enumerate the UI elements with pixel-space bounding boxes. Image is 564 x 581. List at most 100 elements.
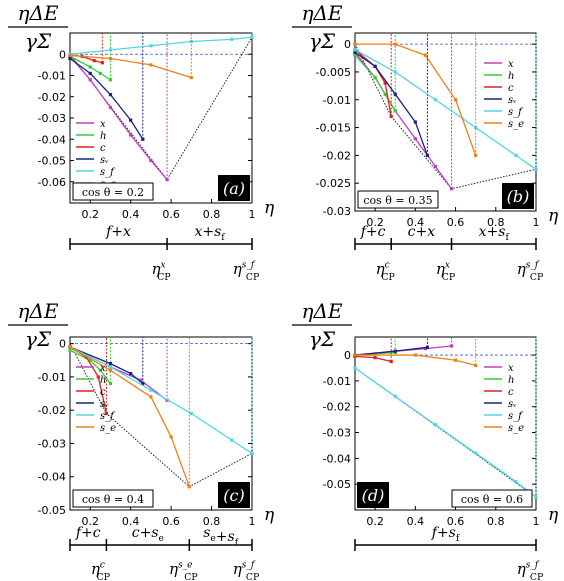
x-tick-label: 0.2 <box>81 208 99 221</box>
data-point-sf <box>534 167 538 171</box>
data-point-se <box>108 56 113 61</box>
y-tick-label: -0.03 <box>38 437 66 450</box>
y-label-denominator: γΣ <box>25 29 52 53</box>
y-tick-label: -0.015 <box>316 122 351 135</box>
legend-label-c: c <box>100 387 106 398</box>
legend-label-sf: s_f <box>100 411 116 422</box>
data-point-h <box>108 78 113 82</box>
y-label-numerator: ηΔE <box>301 299 342 323</box>
phase-label: c+x <box>408 224 436 240</box>
data-point-c <box>92 59 96 63</box>
data-point-c <box>383 81 387 85</box>
legend-label-sv: sᵥ <box>100 155 109 166</box>
panel-3: ηΔE γΣ 0 -0.01 -0.02 -0.03 -0.04 -0.05 0.2 0.4 0.6… <box>292 299 559 581</box>
data-point-sf <box>250 35 254 39</box>
legend-label-h: h <box>508 375 514 386</box>
legend-label-h: h <box>100 375 106 386</box>
data-point-c <box>389 359 393 364</box>
y-tick-label: -0.005 <box>316 66 351 79</box>
legend-label-sf: s_f <box>508 411 524 422</box>
legend-label-x: x <box>508 59 514 70</box>
phase-label: x+sf <box>479 224 510 243</box>
data-point-se <box>353 353 357 357</box>
legend-label-sv: sᵥ <box>508 95 517 106</box>
data-point-c <box>389 114 393 119</box>
x-axis-label: η <box>264 198 275 218</box>
critical-point-label: ηs_f CP <box>233 260 260 283</box>
data-point-sv <box>393 349 397 353</box>
data-point-h <box>88 358 92 362</box>
envelope-line <box>354 43 537 190</box>
y-tick-label: -0.03 <box>323 427 351 440</box>
panel-0: ηΔE γΣ 0 -0.01 -0.02 -0.03 -0.04 -0.05 -0.06 0.2 0… <box>8 1 275 283</box>
data-point-se <box>453 358 458 362</box>
legend-label-c: c <box>508 83 514 94</box>
data-point-se <box>169 435 173 439</box>
phase-label: f+c <box>360 224 386 240</box>
panel-letter-badge <box>218 175 250 201</box>
data-point-se <box>474 153 478 157</box>
data-point-c <box>96 375 100 379</box>
y-tick-label: -0.01 <box>38 70 66 83</box>
panel-2: ηΔE γΣ 0 -0.01 -0.02 -0.03 -0.04 -0.05 0.2 0.4 0.6… <box>8 299 275 581</box>
x-tick-label: 0.4 <box>407 515 425 528</box>
critical-point-label: ηc CP <box>91 560 110 581</box>
y-tick-label: -0.02 <box>38 404 66 417</box>
data-point-se <box>189 76 193 80</box>
cos-theta-label: cos θ = 0.2 <box>82 186 144 199</box>
series-line-sf <box>354 367 537 498</box>
panel-letter: (b) <box>507 187 530 206</box>
data-point-se <box>353 42 357 46</box>
critical-point-label: ηs_f CP <box>517 560 544 581</box>
critical-point-label: ηx CP <box>151 260 170 283</box>
data-point-sf <box>108 48 113 52</box>
panel-letter-badge <box>357 482 389 508</box>
legend-label-x: x <box>508 363 514 374</box>
x-tick-label: 0.4 <box>122 515 140 528</box>
series-line-se <box>355 354 476 367</box>
panel-letter-badge <box>218 482 250 508</box>
y-tick-label: -0.01 <box>323 94 351 107</box>
series-line-h <box>69 349 111 384</box>
data-point-sf <box>474 451 478 455</box>
envelope-line <box>69 343 253 488</box>
y-label-numerator: ηΔE <box>17 1 58 25</box>
data-point-sf <box>514 479 518 484</box>
data-point-se <box>149 395 153 399</box>
data-point-se <box>68 345 72 349</box>
data-point-x <box>423 347 427 351</box>
cos-theta-label: cos θ = 0.6 <box>461 493 523 506</box>
x-tick-label: 0.2 <box>81 515 99 528</box>
x-axis-label: η <box>548 206 559 226</box>
data-point-se <box>453 98 458 102</box>
series-line-sf <box>354 49 537 170</box>
x-tick-label: 1 <box>533 216 540 229</box>
y-tick-label: 0 <box>59 48 66 61</box>
data-point-sv <box>393 92 397 96</box>
y-axis-label: ηΔE γΣ <box>292 1 352 53</box>
y-tick-label: -0.01 <box>38 371 66 384</box>
phase-bar: f+c c+se se+sf ηc CP ηs_e CP ηs_f CP <box>69 525 259 581</box>
cos-theta-box <box>72 489 154 508</box>
legend-label-sv: sᵥ <box>508 399 517 410</box>
y-tick-label: -0.05 <box>323 478 351 491</box>
x-tick-label: 0.2 <box>366 515 384 528</box>
data-point-sf <box>534 495 538 499</box>
data-point-h <box>373 75 377 80</box>
legend-label-sf: s_f <box>100 167 116 178</box>
legend-label-se: s_e <box>100 423 116 434</box>
phase-label: f+c <box>75 525 101 541</box>
x-axis-label: η <box>548 505 559 525</box>
series-line-sv <box>69 346 144 385</box>
phase-label: f+sf <box>431 525 460 544</box>
y-tick-label: -0.05 <box>38 504 66 517</box>
y-tick-label: -0.05 <box>38 155 66 168</box>
data-point-sf <box>353 48 357 52</box>
x-tick-label: 0.8 <box>487 216 505 229</box>
data-point-sv <box>141 137 145 141</box>
y-tick-label: -0.06 <box>38 176 66 189</box>
data-point-h <box>68 348 72 352</box>
series-line-c <box>354 355 392 363</box>
